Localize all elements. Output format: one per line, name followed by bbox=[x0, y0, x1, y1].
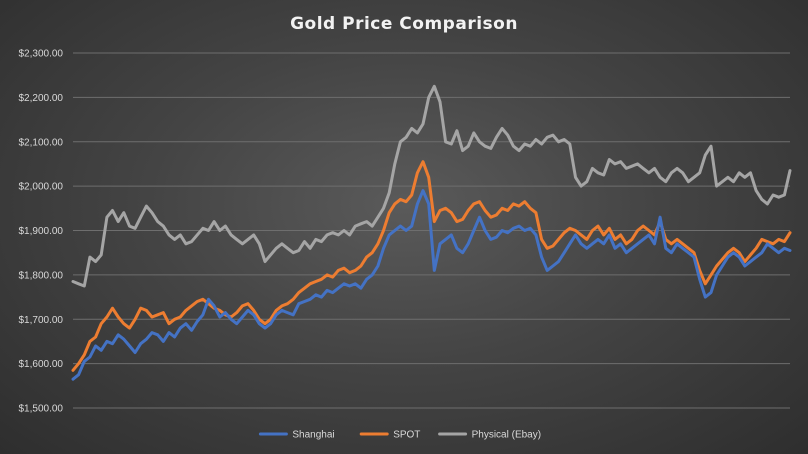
y-tick-label: $1,800.00 bbox=[19, 270, 64, 281]
y-tick-label: $1,900.00 bbox=[19, 226, 64, 237]
y-tick-label: $1,500.00 bbox=[19, 404, 64, 415]
legend: Shanghai SPOT Physical (Ebay) bbox=[258, 430, 541, 441]
legend-label: Physical (Ebay) bbox=[472, 430, 541, 441]
y-tick-label: $2,100.00 bbox=[19, 137, 64, 148]
series-line-physical-ebay bbox=[71, 84, 792, 288]
y-tick-label: $2,300.00 bbox=[19, 49, 64, 60]
series-lines bbox=[71, 84, 792, 381]
series-line-spot bbox=[71, 160, 792, 372]
chart-title: Gold Price Comparison bbox=[290, 14, 518, 34]
y-tick-label: $1,600.00 bbox=[19, 359, 64, 370]
y-tick-label: $1,700.00 bbox=[19, 315, 64, 326]
series-line-shanghai bbox=[71, 189, 792, 381]
y-tick-label: $2,000.00 bbox=[19, 182, 64, 193]
legend-label: Shanghai bbox=[292, 430, 334, 441]
legend-label: SPOT bbox=[393, 430, 420, 441]
y-axis-tick-labels: $1,500.00 $1,600.00 $1,700.00 $1,800.00 $1,9… bbox=[19, 49, 64, 415]
y-tick-label: $2,200.00 bbox=[19, 93, 64, 104]
